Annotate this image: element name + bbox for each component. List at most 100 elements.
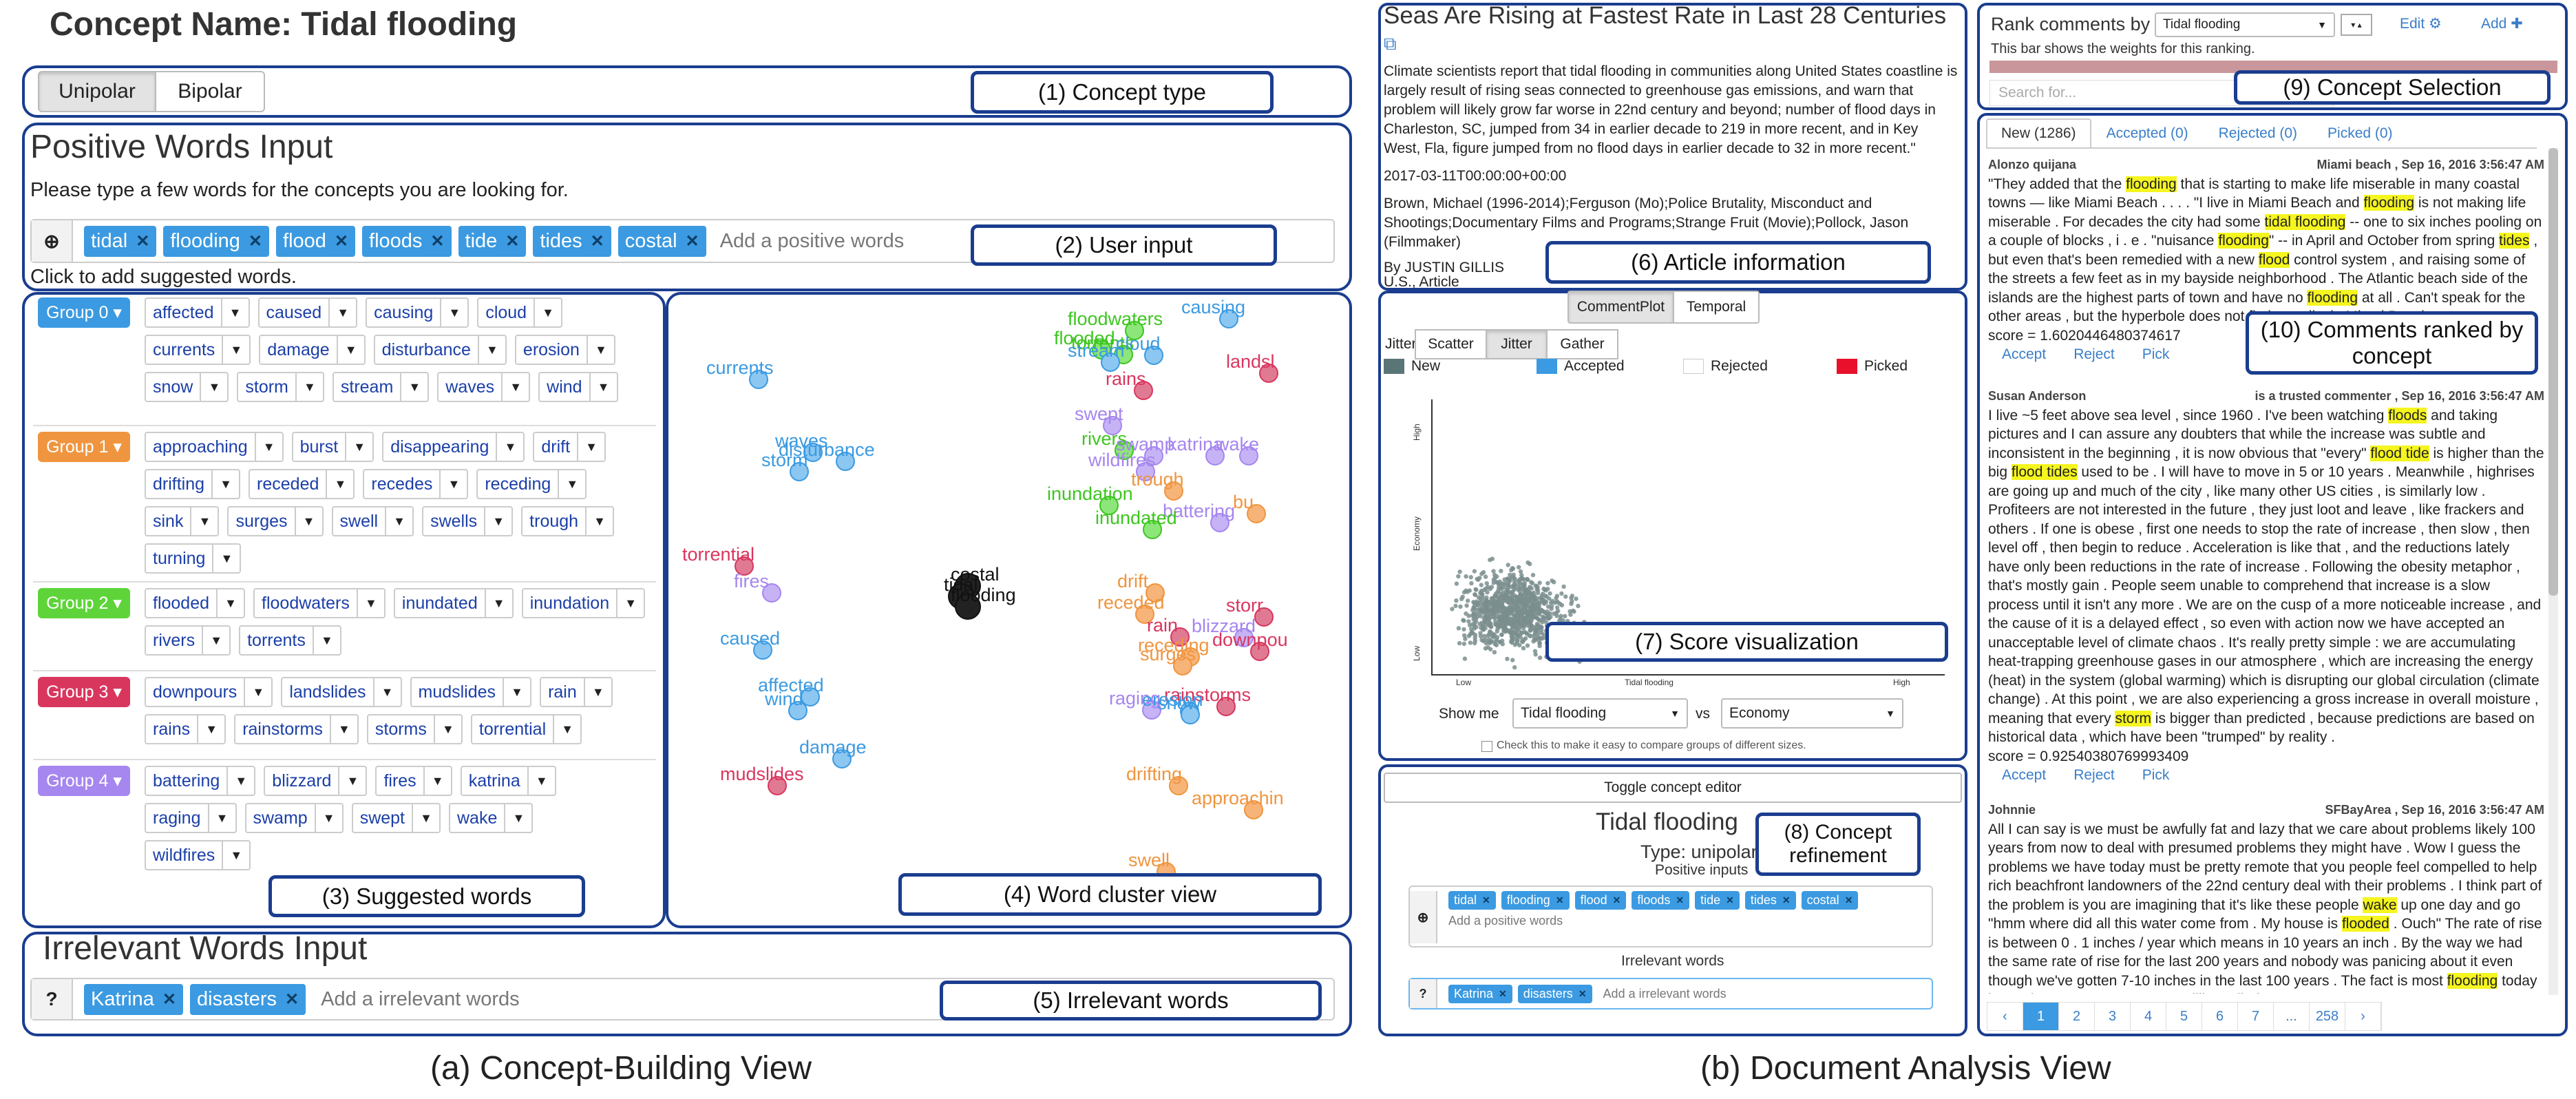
cluster-word-rivers[interactable]: rivers (1081, 428, 1134, 460)
legend-item[interactable]: Picked (1837, 358, 1908, 375)
comment-point[interactable] (1456, 626, 1461, 631)
word-tag[interactable]: costal ✕ (1801, 891, 1859, 910)
word-tag[interactable]: flooding ✕ (1501, 891, 1570, 910)
comment-point[interactable] (1461, 627, 1466, 632)
page-link[interactable]: › (2345, 1003, 2381, 1030)
cluster-point[interactable] (1146, 583, 1165, 603)
suggested-word-button[interactable]: torrents ▼ (239, 625, 341, 656)
comment-point[interactable] (1505, 582, 1510, 587)
cluster-word-swept[interactable]: swept (1075, 404, 1123, 435)
comment-point[interactable] (1525, 643, 1530, 648)
comment-point[interactable] (1506, 563, 1510, 567)
comment-point[interactable] (1514, 636, 1520, 640)
comment-point[interactable] (1572, 609, 1576, 614)
bipolar-button[interactable]: Bipolar (155, 71, 265, 112)
external-link-icon[interactable]: ⧉ (1384, 33, 1397, 54)
dropdown-caret-icon[interactable]: ▼ (210, 633, 223, 647)
pick-button[interactable]: Pick (2142, 346, 2170, 362)
comment-point[interactable] (1522, 629, 1528, 634)
word-tag[interactable]: disasters ✕ (190, 983, 306, 1015)
dropdown-caret-icon[interactable]: ▼ (205, 722, 218, 736)
suggested-word-button[interactable]: wind ▼ (538, 372, 618, 402)
comment-point[interactable] (1536, 622, 1541, 627)
remove-tag-icon[interactable]: ✕ (1782, 894, 1791, 906)
suggested-word-button[interactable]: snow ▼ (145, 372, 229, 402)
suggested-word-button[interactable]: swells ▼ (422, 506, 514, 536)
dropdown-caret-icon[interactable]: ▼ (337, 722, 350, 736)
legend-item[interactable]: Accepted (1537, 358, 1625, 375)
scatter-button[interactable]: Scatter (1415, 329, 1487, 359)
comment-point[interactable] (1492, 642, 1497, 647)
page-link[interactable]: 4 (2131, 1003, 2166, 1030)
word-tag[interactable]: flooding ✕ (163, 225, 270, 257)
comment-point[interactable] (1480, 592, 1485, 597)
cluster-word-waves[interactable]: waves (774, 430, 828, 462)
comment-point[interactable] (1497, 640, 1503, 645)
suggested-word-button[interactable]: waves ▼ (437, 372, 531, 402)
dropdown-caret-icon[interactable]: ▼ (302, 514, 315, 528)
comment-point[interactable] (1472, 600, 1477, 605)
dropdown-caret-icon[interactable]: ▼ (252, 684, 265, 699)
comment-point[interactable] (1469, 580, 1474, 586)
comment-point[interactable] (1543, 600, 1549, 605)
rank-order-toggle[interactable]: ▾ ▴ (2341, 14, 2372, 36)
gather-button[interactable]: Gather (1546, 329, 1618, 359)
comment-point[interactable] (1511, 584, 1516, 589)
suggested-word-button[interactable]: caused ▼ (257, 297, 358, 328)
comment-point[interactable] (1499, 569, 1503, 574)
dropdown-caret-icon[interactable]: ▼ (381, 684, 394, 699)
comment-point[interactable] (1524, 588, 1530, 593)
comment-point[interactable] (1514, 595, 1519, 600)
cluster-word-flooding[interactable]: flooding (951, 585, 1016, 620)
rank-concept-select[interactable]: Tidal flooding ▼ (2155, 12, 2335, 37)
comment-point[interactable] (1524, 611, 1529, 616)
dropdown-caret-icon[interactable]: ▼ (364, 596, 377, 610)
tab-temporal[interactable]: Temporal (1673, 291, 1760, 324)
cluster-point[interactable] (749, 370, 768, 389)
comment-point[interactable] (1519, 592, 1523, 597)
suggested-word-button[interactable]: trough ▼ (521, 506, 615, 536)
comment-point[interactable] (1514, 626, 1519, 631)
legend-item[interactable]: New (1384, 358, 1440, 375)
dropdown-caret-icon[interactable]: ▼ (448, 305, 461, 320)
dropdown-caret-icon[interactable]: ▼ (353, 439, 366, 454)
comment-point[interactable] (1454, 581, 1459, 586)
comment-point[interactable] (1481, 587, 1487, 592)
cluster-point[interactable] (1210, 513, 1229, 532)
dropdown-caret-icon[interactable]: ▼ (492, 514, 505, 528)
dropdown-caret-icon[interactable]: ▼ (591, 684, 604, 699)
comment-point[interactable] (1474, 625, 1479, 629)
comment-point[interactable] (1490, 556, 1495, 561)
suggested-word-button[interactable]: inundated ▼ (393, 588, 514, 618)
suggested-word-button[interactable]: torrential ▼ (470, 714, 582, 744)
comment-tab-3[interactable]: Picked (0) (2327, 125, 2393, 141)
comment-point[interactable] (1506, 576, 1510, 581)
comment-point[interactable] (1530, 612, 1534, 617)
suggested-word-button[interactable]: causing ▼ (366, 297, 469, 328)
comment-point[interactable] (1552, 600, 1557, 605)
cluster-word-affected[interactable]: affected (758, 675, 824, 706)
comment-point[interactable] (1466, 619, 1471, 624)
comment-point[interactable] (1508, 596, 1514, 601)
dropdown-caret-icon[interactable]: ▼ (230, 342, 243, 357)
comment-point[interactable] (1520, 640, 1525, 645)
cluster-point[interactable] (1169, 776, 1188, 795)
comment-point[interactable] (1474, 616, 1479, 621)
comment-point[interactable] (1512, 665, 1517, 670)
comment-point[interactable] (1501, 605, 1506, 610)
comment-point[interactable] (1497, 579, 1502, 584)
comment-point[interactable] (1512, 601, 1517, 607)
comment-point[interactable] (1489, 607, 1494, 612)
article-title[interactable]: Seas Are Rising at Fastest Rate in Last … (1384, 2, 1947, 54)
comment-point[interactable] (1490, 614, 1496, 619)
comment-point[interactable] (1501, 625, 1506, 630)
comment-point[interactable] (1495, 635, 1500, 640)
comment-point[interactable] (1510, 638, 1515, 642)
comment-point[interactable] (1472, 606, 1477, 611)
comment-point[interactable] (1483, 574, 1488, 579)
suggested-word-button[interactable]: receded ▼ (249, 469, 355, 499)
word-tag[interactable]: costal ✕ (617, 225, 706, 257)
word-cluster-view[interactable]: causingfloodwatersfloodedtorrentsstreamc… (668, 295, 1350, 925)
cluster-point[interactable] (801, 687, 820, 706)
comment-point[interactable] (1517, 589, 1522, 594)
